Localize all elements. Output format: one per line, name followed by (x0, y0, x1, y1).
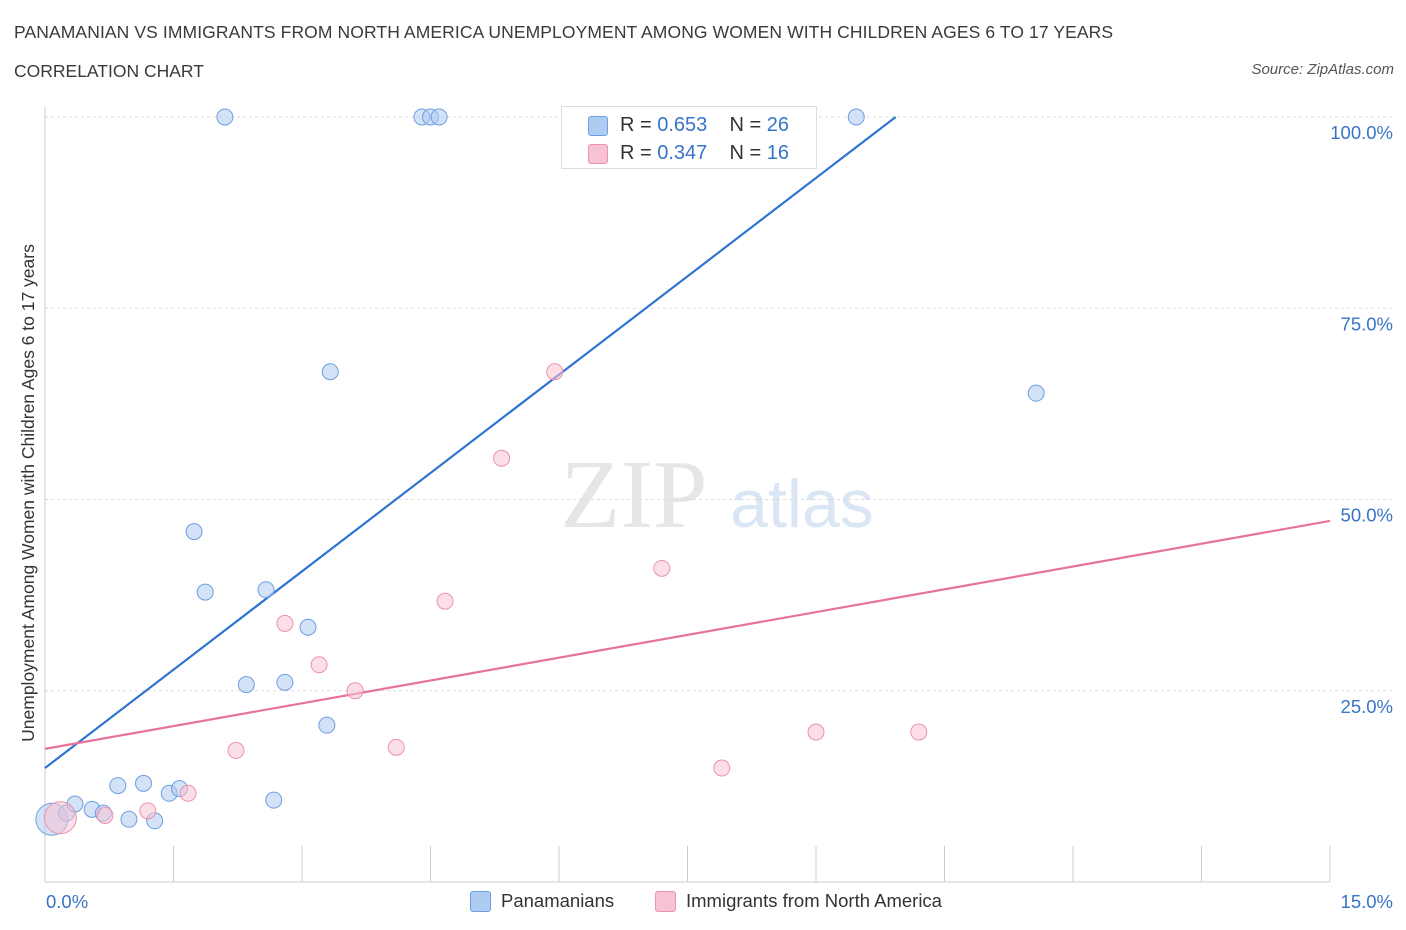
panamanian-point (237, 676, 255, 694)
immigrant-point (653, 559, 671, 577)
legend-text: R = 0.653 N = 26 (620, 114, 789, 137)
immigrant-point (43, 801, 77, 835)
source-label: Source: ZipAtlas.com (1251, 61, 1394, 78)
legend-series-label: Immigrants from North America (686, 890, 942, 911)
immigrant-trend-line (44, 519, 1331, 750)
legend-swatch-blue (470, 891, 491, 912)
immigrant-point (436, 592, 454, 610)
immigrant-point (139, 802, 157, 820)
x-tick-label: 15.0% (1341, 891, 1393, 912)
panamanian-point (216, 108, 234, 126)
data-points (35, 108, 1045, 836)
legend-r-label: R = (620, 114, 652, 136)
legend-swatch-blue (588, 116, 608, 136)
immigrant-point (910, 723, 928, 741)
legend-r-label: R = (620, 142, 652, 164)
immigrant-point (807, 723, 825, 741)
immigrant-point (179, 784, 197, 802)
legend-n-value: 16 (766, 142, 790, 164)
axis-labels: 25.0% 50.0% 75.0% 100.0% 0.0% 15.0% (46, 122, 1393, 912)
chart-title: PANAMANIAN VS IMMIGRANTS FROM NORTH AMER… (14, 22, 1114, 42)
panamanian-point (1027, 384, 1045, 402)
panamanian-point (109, 777, 127, 795)
correlation-legend: R = 0.653 N = 26 R = 0.347 N = 16 (561, 106, 817, 169)
chart-subtitle: CORRELATION CHART (14, 61, 204, 81)
panamanian-point (135, 774, 153, 792)
legend-n-value: 26 (766, 114, 790, 136)
gridlines (45, 116, 1395, 692)
watermark-atlas: atlas (730, 466, 874, 542)
immigrant-point (346, 682, 364, 700)
y-axis-title: Unemployment Among Women with Children A… (18, 244, 38, 742)
panamanian-trend-line (44, 116, 897, 769)
trend-lines (44, 116, 1331, 769)
panamanian-point (257, 581, 275, 599)
immigrant-point (96, 806, 114, 824)
y-tick-label: 100.0% (1330, 122, 1393, 143)
legend-swatch-pink (588, 144, 608, 164)
panamanian-point (265, 791, 283, 809)
legend-text: R = 0.347 N = 16 (620, 142, 789, 165)
panamanian-point (196, 583, 214, 601)
panamanian-point (299, 618, 317, 636)
panamanian-point (430, 108, 448, 126)
legend-n-label: N = (729, 142, 762, 164)
legend-series-label: Panamanians (501, 890, 615, 911)
immigrant-point (493, 449, 511, 467)
legend-r-value: 0.347 (657, 142, 708, 164)
immigrant-point (713, 759, 731, 777)
panamanian-point (120, 810, 138, 828)
immigrant-point (227, 741, 245, 759)
immigrant-point (276, 614, 294, 632)
y-tick-label: 25.0% (1341, 696, 1393, 717)
panamanian-point (321, 363, 339, 381)
immigrant-point (387, 738, 405, 756)
panamanian-point (318, 716, 336, 734)
legend-r-value: 0.653 (657, 114, 708, 136)
axes (44, 107, 1331, 883)
y-tick-label: 50.0% (1341, 505, 1393, 526)
x-tick-label: 0.0% (46, 891, 88, 912)
watermark-zip: ZIP (561, 441, 708, 549)
panamanian-point (847, 108, 865, 126)
legend-swatch-pink (655, 891, 676, 912)
panamanian-point (276, 673, 294, 691)
legend-n-label: N = (729, 114, 762, 136)
immigrant-point (546, 363, 564, 381)
y-tick-label: 75.0% (1341, 313, 1393, 334)
immigrant-point (310, 656, 328, 674)
panamanian-point (185, 523, 203, 541)
